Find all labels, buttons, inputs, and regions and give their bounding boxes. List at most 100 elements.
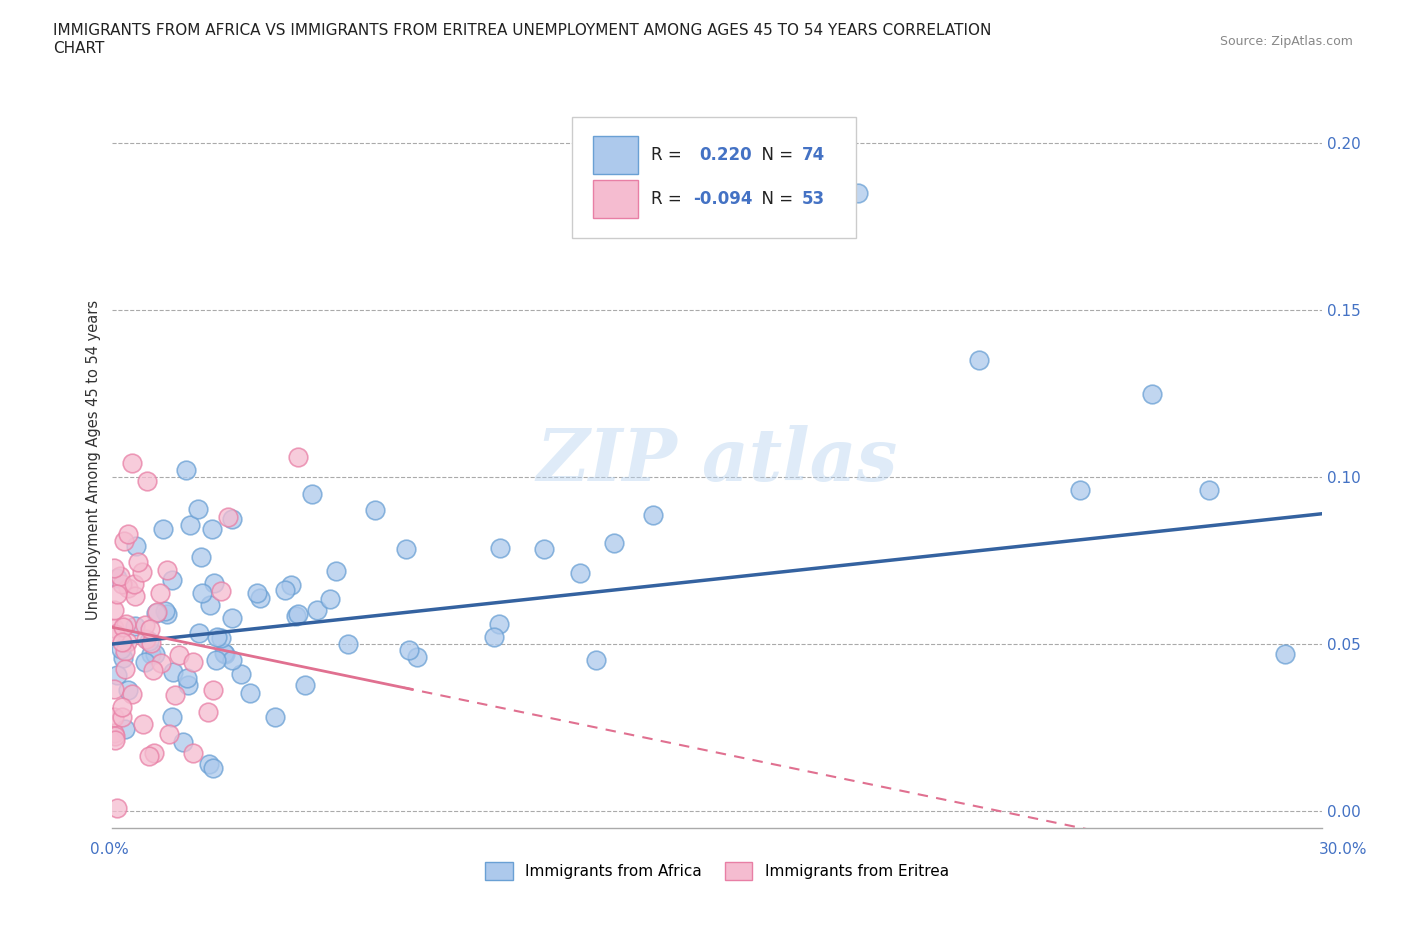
Point <box>162 665 184 680</box>
Point <box>191 585 214 600</box>
Point <box>1198 483 1220 498</box>
Text: -0.094: -0.094 <box>693 190 752 207</box>
Text: Source: ZipAtlas.com: Source: ZipAtlas.com <box>1219 35 1353 48</box>
Point <box>142 663 165 678</box>
Text: R =: R = <box>651 146 692 164</box>
Point <box>105 800 128 815</box>
Point <box>124 589 146 604</box>
Point <box>569 565 592 580</box>
Point <box>134 618 156 632</box>
FancyBboxPatch shape <box>592 179 638 218</box>
Point <box>149 656 172 671</box>
Text: IMMIGRANTS FROM AFRICA VS IMMIGRANTS FROM ERITREA UNEMPLOYMENT AMONG AGES 45 TO : IMMIGRANTS FROM AFRICA VS IMMIGRANTS FRO… <box>53 23 991 56</box>
Point <box>139 622 162 637</box>
Point <box>187 501 209 516</box>
Point <box>104 729 127 744</box>
Point <box>103 561 125 576</box>
Point <box>398 643 420 658</box>
Point <box>238 685 260 700</box>
Point <box>152 521 174 536</box>
Point <box>145 604 167 619</box>
Point <box>103 682 125 697</box>
Point <box>319 591 342 606</box>
Point <box>246 585 269 600</box>
Point <box>131 565 153 579</box>
Point <box>143 646 166 661</box>
Point <box>121 686 143 701</box>
Point <box>201 761 224 776</box>
Point <box>156 606 179 621</box>
Point <box>217 510 239 525</box>
Point <box>112 533 135 548</box>
Point <box>103 620 125 635</box>
Point <box>1069 483 1091 498</box>
Point <box>134 655 156 670</box>
FancyBboxPatch shape <box>592 136 638 174</box>
Point <box>121 456 143 471</box>
Point <box>132 717 155 732</box>
Point <box>111 699 134 714</box>
Point <box>176 671 198 685</box>
Point <box>287 607 309 622</box>
Point <box>846 186 869 201</box>
Point <box>489 541 512 556</box>
Point <box>204 652 226 667</box>
Point <box>172 735 194 750</box>
Point <box>139 635 162 650</box>
Point <box>174 462 197 477</box>
Point <box>294 678 316 693</box>
Point <box>274 582 297 597</box>
Point <box>153 604 176 618</box>
Point <box>221 512 243 526</box>
Point <box>138 633 160 648</box>
Point <box>110 641 132 656</box>
Point <box>212 645 235 660</box>
Point <box>114 644 136 658</box>
Point <box>249 591 271 605</box>
Point <box>198 757 221 772</box>
Point <box>263 710 285 724</box>
Point <box>111 710 134 724</box>
Point <box>284 609 307 624</box>
Point <box>160 573 183 588</box>
Point <box>395 541 418 556</box>
Point <box>325 564 347 578</box>
Text: R =: R = <box>651 190 686 207</box>
Point <box>205 630 228 644</box>
Point <box>111 619 134 634</box>
Point <box>114 722 136 737</box>
Point <box>229 666 252 681</box>
Point <box>136 474 159 489</box>
Point <box>337 636 360 651</box>
Point <box>364 502 387 517</box>
Point <box>405 649 427 664</box>
Point <box>155 563 177 578</box>
Text: 0.0%: 0.0% <box>90 842 129 857</box>
Point <box>533 542 555 557</box>
Text: N =: N = <box>751 146 799 164</box>
Point <box>157 726 180 741</box>
Point <box>585 652 607 667</box>
Point <box>221 610 243 625</box>
Point <box>287 449 309 464</box>
Point <box>117 527 139 542</box>
Point <box>197 704 219 719</box>
Point <box>160 710 183 724</box>
Point <box>117 580 139 595</box>
Point <box>179 518 201 533</box>
Point <box>149 586 172 601</box>
Point <box>103 725 125 740</box>
Point <box>142 746 165 761</box>
Point <box>190 550 212 565</box>
Point <box>145 605 167 620</box>
Point <box>124 618 146 633</box>
Point <box>105 586 128 601</box>
Point <box>214 646 236 661</box>
Text: 0.220: 0.220 <box>699 146 752 164</box>
Point <box>176 678 198 693</box>
Point <box>135 631 157 646</box>
Point <box>114 661 136 676</box>
Point <box>201 683 224 698</box>
Point <box>198 597 221 612</box>
Point <box>488 617 510 631</box>
